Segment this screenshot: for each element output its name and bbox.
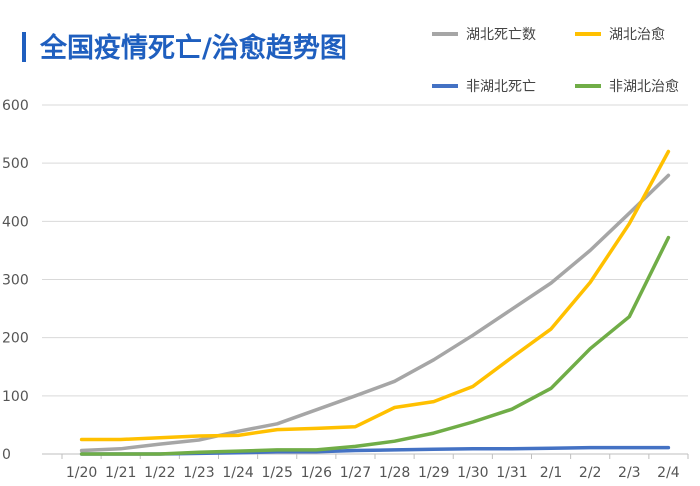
- y-tick-label: 0: [2, 447, 11, 463]
- x-tick-label: 1/31: [496, 465, 527, 481]
- legend-label: 非湖北治愈: [609, 79, 679, 95]
- x-tick-label: 2/1: [540, 465, 563, 481]
- legend-label: 湖北治愈: [609, 27, 665, 43]
- x-tick-label: 2/3: [618, 465, 641, 481]
- series-lines: [79, 149, 671, 456]
- x-tick-label: 1/23: [183, 465, 214, 481]
- y-tick-label: 600: [2, 98, 29, 114]
- y-tick-label: 100: [2, 389, 29, 405]
- y-tick-label: 300: [2, 273, 29, 289]
- legend-label: 非湖北死亡: [466, 79, 536, 95]
- title-group: 全国疫情死亡/治愈趋势图: [22, 32, 347, 64]
- x-tick-label: 1/22: [144, 465, 175, 481]
- series-line-3: [79, 235, 671, 456]
- chart-title: 全国疫情死亡/治愈趋势图: [39, 32, 347, 64]
- x-tick-label: 2/4: [657, 465, 680, 481]
- x-tick-label: 1/20: [66, 465, 97, 481]
- y-tick-label: 500: [2, 156, 29, 172]
- x-tick-label: 1/30: [457, 465, 488, 481]
- gridlines: [42, 104, 688, 397]
- x-tick-label: 1/28: [379, 465, 410, 481]
- x-tick-label: 1/21: [105, 465, 136, 481]
- series-line-0: [79, 173, 671, 453]
- x-tick-label: 1/24: [222, 465, 254, 481]
- x-tick-label: 1/26: [301, 465, 333, 481]
- x-tick-label: 1/29: [418, 465, 449, 481]
- legend-label: 湖北死亡数: [466, 27, 536, 43]
- x-tick-label: 1/25: [261, 465, 292, 481]
- y-tick-label: 400: [2, 214, 29, 230]
- axes: 0 100 200 300 400 500 600 1/20 1/21 1/22 1/23 1/24 1…: [2, 98, 689, 481]
- title-accent-bar: [22, 32, 26, 62]
- x-tick-label: 2/2: [579, 465, 602, 481]
- series-line-1: [79, 149, 671, 442]
- x-tick-label: 1/27: [340, 465, 371, 481]
- y-tick-label: 200: [2, 331, 29, 347]
